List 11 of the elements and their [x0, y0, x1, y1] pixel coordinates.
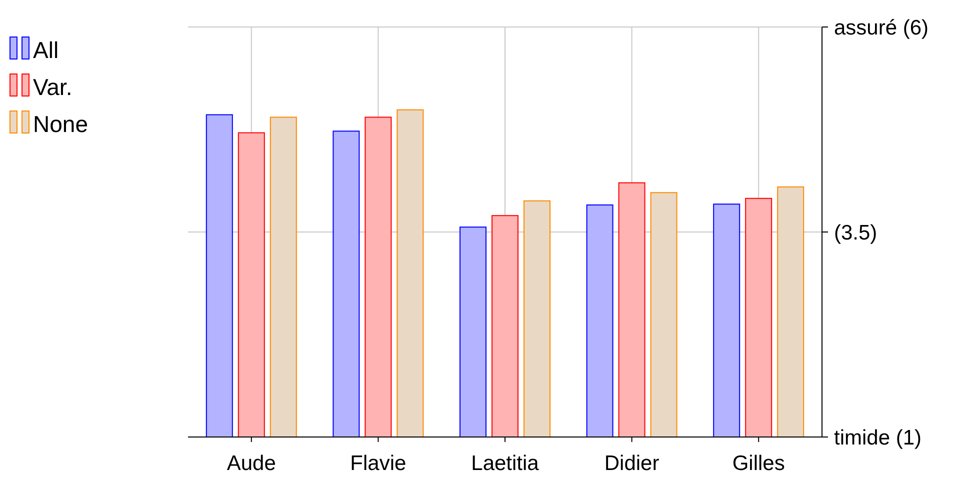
legend-label: None	[33, 111, 88, 138]
x-tick-label: Aude	[226, 452, 276, 475]
y-tick-label: (3.5)	[834, 221, 878, 244]
x-tick-label: Laetitia	[471, 452, 540, 475]
x-tick-label: Didier	[604, 452, 660, 475]
legend-label: Var.	[33, 74, 72, 100]
y-tick-label: timide (1)	[834, 426, 922, 450]
x-tick-label: Gilles	[732, 452, 785, 475]
legend-label: All	[33, 37, 59, 64]
x-tick-label: Flavie	[350, 452, 406, 475]
y-tick-label: assuré (6)	[834, 16, 929, 40]
